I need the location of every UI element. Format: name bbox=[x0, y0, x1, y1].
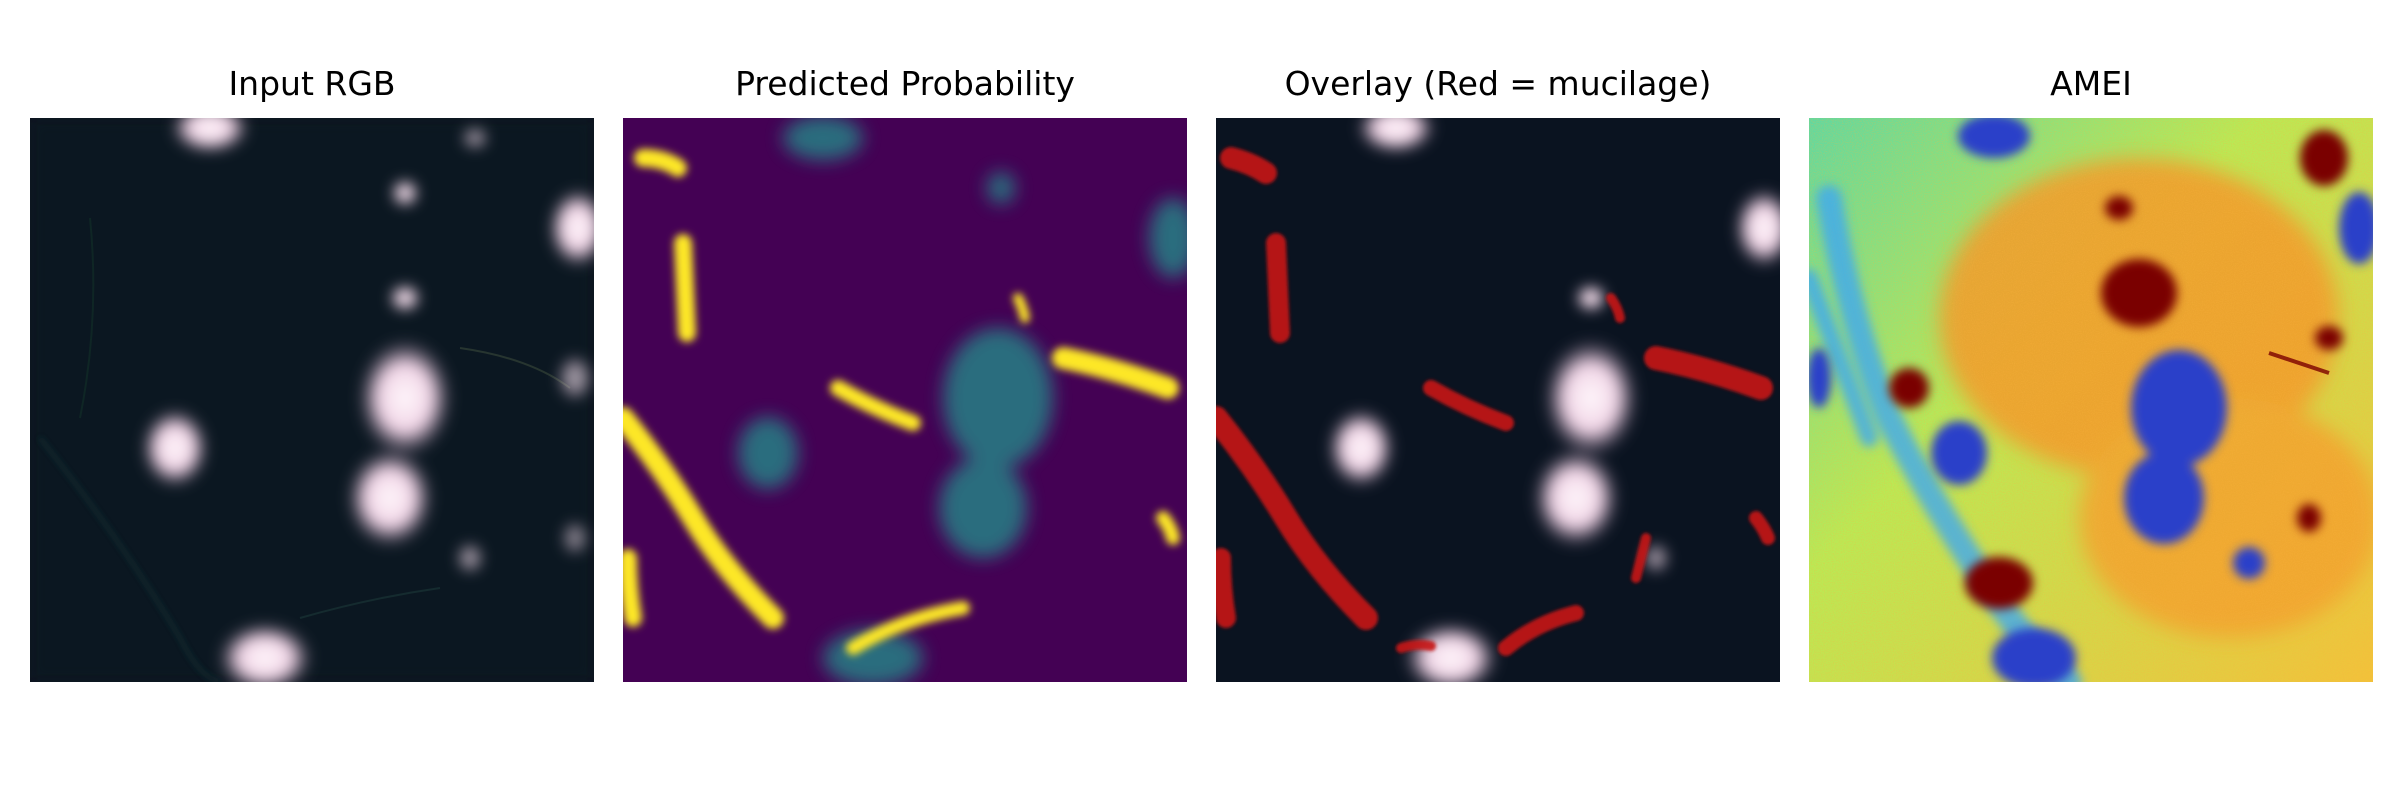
panel-title-input-rgb: Input RGB bbox=[228, 64, 396, 103]
overlay-image bbox=[1216, 118, 1780, 682]
panel-title-predicted-probability: Predicted Probability bbox=[735, 64, 1075, 103]
input-rgb-image bbox=[30, 118, 594, 682]
panel-title-amei: AMEI bbox=[2050, 64, 2132, 103]
panel-title-overlay: Overlay (Red = mucilage) bbox=[1284, 64, 1712, 103]
predicted-probability-map bbox=[623, 118, 1187, 682]
amei-map bbox=[1809, 118, 2373, 682]
